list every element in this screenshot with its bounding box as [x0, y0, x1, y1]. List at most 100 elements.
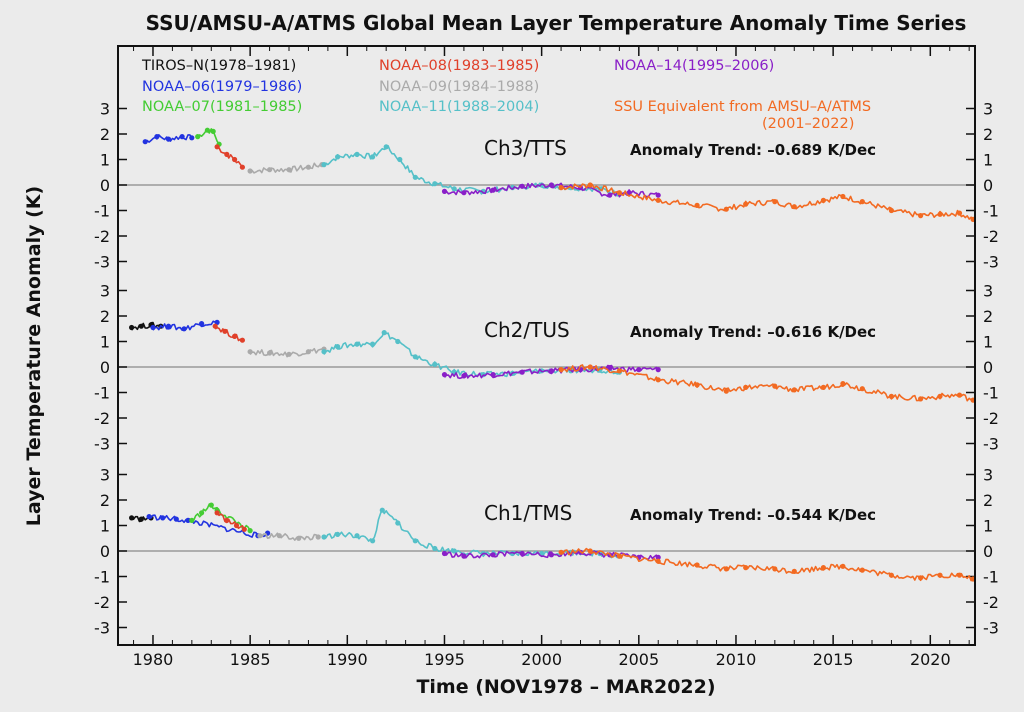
- data-point: [138, 323, 144, 329]
- y-tick-label: 1: [100, 151, 110, 170]
- x-tick-label: 2020: [910, 650, 951, 669]
- data-point: [918, 213, 924, 219]
- data-point: [241, 526, 247, 532]
- series-trace: [216, 512, 246, 530]
- data-point: [335, 154, 341, 160]
- series-ssu-equivalent: [558, 547, 976, 582]
- y-tick-label-right: -1: [983, 384, 999, 403]
- data-point: [607, 192, 613, 198]
- data-point: [840, 563, 846, 569]
- data-point: [461, 373, 467, 379]
- series-trace: [560, 183, 974, 220]
- data-point: [441, 372, 448, 378]
- data-point: [548, 368, 555, 374]
- y-tick-label: 2: [100, 125, 110, 144]
- y-tick-label-right: 1: [983, 151, 993, 170]
- data-point: [519, 183, 525, 189]
- y-tick-label: -1: [94, 568, 110, 587]
- data-point: [267, 167, 273, 173]
- data-point: [548, 182, 555, 188]
- data-point: [820, 197, 827, 203]
- plot-frame: [117, 45, 976, 646]
- y-tick-label: -3: [94, 253, 110, 272]
- data-point: [432, 181, 438, 187]
- data-point: [412, 354, 418, 360]
- data-point: [587, 364, 593, 370]
- data-point: [181, 326, 187, 332]
- x-tick-label: 2015: [813, 650, 854, 669]
- panel-ch2-tus: -3 -3 -2 -2 -1 -1 0 0 1 1 2 2 3 3 Ch2/TUS Anomaly Trend…: [94, 282, 999, 454]
- y-axis-label: Layer Temperature Anomaly (K): [23, 186, 45, 526]
- data-point: [772, 199, 778, 205]
- data-point: [636, 367, 642, 373]
- y-tick-label: -1: [94, 384, 110, 403]
- y-tick-label-right: 0: [983, 542, 993, 561]
- series-noaa-08: [214, 144, 245, 170]
- data-point: [937, 393, 943, 399]
- data-point: [840, 381, 846, 387]
- data-point: [840, 193, 846, 200]
- data-point: [276, 533, 282, 539]
- x-tick-label: 2005: [618, 650, 659, 669]
- data-point: [888, 393, 895, 399]
- data-point: [432, 361, 438, 367]
- data-point: [441, 188, 448, 194]
- y-tick-label-right: 2: [983, 307, 993, 326]
- x-tick-label: 2000: [521, 650, 562, 669]
- legend-entry: NOAA–11(1988–2004): [379, 99, 539, 115]
- y-tick-label: -2: [94, 593, 110, 612]
- panel-channel-label: Ch2/TUS: [484, 318, 570, 342]
- y-tick-label-right: 2: [983, 491, 993, 510]
- series-trace: [148, 514, 269, 538]
- series-noaa-09: [257, 532, 321, 541]
- data-point: [820, 384, 827, 390]
- data-point: [296, 535, 302, 541]
- series-trace: [443, 364, 659, 380]
- data-point: [395, 338, 401, 345]
- x-axis-label: Time (NOV1978 – MAR2022): [416, 676, 715, 698]
- data-point: [587, 182, 593, 188]
- series-noaa-14: [441, 182, 661, 198]
- data-point: [321, 534, 327, 540]
- y-tick-label: 1: [100, 333, 110, 352]
- data-point: [723, 206, 729, 212]
- y-tick-label-right: 0: [983, 176, 993, 195]
- plot-area: 1980 1985 1990 1995 2000 2005 2010 2015 2020TIRO…: [94, 46, 999, 669]
- y-tick-label-right: -2: [983, 409, 999, 428]
- y-tick-label: 0: [100, 542, 110, 561]
- panel-channel-label: Ch1/TMS: [484, 501, 572, 525]
- data-point: [354, 341, 360, 347]
- data-point: [918, 396, 924, 402]
- y-tick-label: 0: [100, 358, 110, 377]
- x-tick-label: 1985: [230, 650, 271, 669]
- y-tick-label-right: -3: [983, 253, 999, 272]
- data-point: [146, 514, 152, 520]
- y-tick-label-right: -1: [983, 202, 999, 221]
- legend-entry-years: (2001–2022): [762, 116, 854, 132]
- data-point: [743, 384, 749, 390]
- data-point: [199, 321, 205, 327]
- series-trace: [249, 347, 325, 358]
- data-point: [859, 199, 865, 205]
- data-point: [247, 528, 253, 534]
- series-trace: [560, 547, 974, 582]
- data-point: [195, 134, 201, 140]
- data-point: [461, 553, 467, 559]
- data-point: [791, 387, 797, 393]
- y-tick-label: 1: [100, 517, 110, 536]
- data-point: [655, 197, 661, 203]
- series-trace: [130, 321, 162, 331]
- chart-title: SSU/AMSU-A/ATMS Global Mean Layer Temper…: [146, 11, 967, 35]
- data-point: [138, 516, 144, 522]
- y-tick-label: -3: [94, 619, 110, 638]
- y-tick-label-right: 3: [983, 282, 993, 301]
- data-point: [888, 207, 895, 214]
- data-point: [587, 548, 593, 554]
- series-noaa-08: [214, 510, 247, 532]
- data-point: [232, 156, 238, 163]
- data-point: [558, 549, 564, 555]
- data-point: [335, 531, 341, 538]
- data-point: [305, 164, 311, 170]
- data-point: [655, 558, 661, 564]
